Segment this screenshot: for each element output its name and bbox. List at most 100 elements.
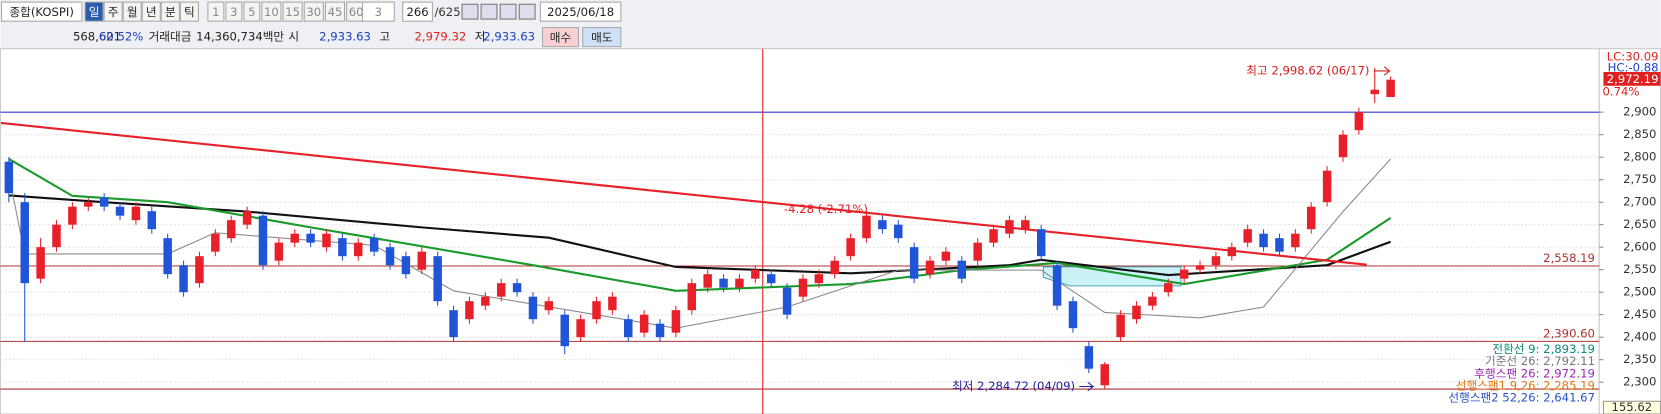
button-label[interactable]: 3 [230,5,237,19]
button-label[interactable]: 3 [375,5,382,19]
button[interactable] [141,1,161,22]
candle-body [894,224,903,239]
button[interactable] [122,1,142,22]
candle-body [354,242,363,257]
button[interactable] [207,1,225,22]
legend-entry: 후행스팬 26: 2,972.19 [1474,366,1595,380]
button[interactable] [582,27,622,48]
button-label[interactable]: 2025/06/18 [547,5,614,19]
candle-body [401,256,411,275]
cloud [1042,266,1182,287]
min-label: 최저 2,284.72 (04/09) [952,379,1075,393]
candle-body [766,274,776,284]
lc-label: LC:30.09 [1607,50,1659,64]
candle-body [528,296,538,320]
candle-body [496,283,506,297]
y-tick-label: 2,350 [1623,352,1656,366]
button[interactable] [541,27,580,48]
candle-body [941,251,951,261]
button[interactable] [361,1,395,22]
tool-icon[interactable] [461,3,479,20]
button-label[interactable]: 매도 [591,31,613,45]
candle-body [592,301,601,320]
candle-body [147,211,157,230]
pct-label: 0.74% [1603,85,1640,99]
button[interactable] [539,1,622,22]
button-label[interactable]: 틱 [184,5,195,19]
button-label[interactable]: 일 [89,5,100,19]
button-label[interactable]: 266 [406,5,428,19]
button-label[interactable]: 년 [146,5,157,19]
button[interactable] [243,1,261,22]
marks [0,67,1395,390]
candle-body [735,278,744,288]
candle-body [512,283,522,293]
button[interactable] [179,1,199,22]
candle-body [639,314,649,333]
last-label: 2,972.19 [1607,72,1659,86]
button[interactable] [160,1,180,22]
button[interactable] [282,1,303,22]
candle-body [1116,314,1125,338]
tool-icon[interactable] [518,3,536,20]
candle-body [1148,296,1157,306]
candle-body [274,242,284,261]
max-arrow [1373,66,1391,76]
y-tick-label: 2,650 [1623,217,1656,231]
candle-body [322,233,331,248]
candle-body [369,238,379,252]
candle-body [20,202,29,284]
button-label[interactable]: 1 [212,5,219,19]
button-label[interactable]: 45 [328,5,343,19]
max-label: 최고 2,998.62 (06/17) [1246,63,1369,77]
button-label[interactable]: 5 [248,5,255,19]
button-label[interactable]: 15 [285,5,300,19]
button-label[interactable]: 10 [264,5,279,19]
candle-body [4,161,14,194]
candle-body [131,206,141,221]
candle-body [655,323,665,338]
button-label[interactable]: 분 [165,5,176,19]
quote-text: 시 [288,30,299,44]
candle-body [99,197,109,207]
button-label[interactable]: 종합(KOSPI) [9,5,73,19]
button-label[interactable]: 30 [306,5,321,19]
button[interactable] [103,1,123,22]
candle-body [1100,364,1109,386]
plot: 2,300 2,350 2,400 2,450 2,500 2,550 2,600 2,650… [0,105,1656,405]
candle-body [1195,265,1205,270]
candle-body [957,260,967,279]
candle-body [211,233,220,252]
indicator-line [0,121,1367,266]
button-label[interactable]: 60 [349,5,364,19]
candle-body [1386,79,1395,98]
tool-icon[interactable] [480,3,498,20]
y-tick-label: 2,700 [1623,195,1656,209]
tool-icon[interactable] [499,3,517,20]
button-label[interactable]: 월 [127,5,138,19]
candle-body [909,247,919,279]
min-arrow [1079,381,1095,392]
candle-body [52,224,61,248]
y-tick-label: 2,900 [1623,105,1656,119]
candle-body [576,319,585,338]
button[interactable] [225,1,243,22]
y-tick-label: 2,300 [1623,375,1656,389]
button[interactable] [402,1,433,22]
y-tick-label: 2,550 [1623,262,1656,276]
quote-text: 14,360,734백만 [196,30,284,44]
y-tick-label: 2,450 [1623,307,1656,321]
button[interactable] [0,1,83,22]
candle-body [1036,229,1046,257]
candle-body [703,274,712,288]
legend-entry: 기준선 26: 2,792.11 [1485,354,1595,368]
button[interactable] [324,1,346,22]
candle-body [417,251,427,270]
quote-text: 고 [379,30,390,44]
button-label[interactable]: 주 [108,5,119,19]
button[interactable] [261,1,282,22]
button-label[interactable]: 매수 [550,31,572,45]
candle-body [1211,256,1221,266]
button[interactable] [84,1,104,22]
button[interactable] [303,1,324,22]
